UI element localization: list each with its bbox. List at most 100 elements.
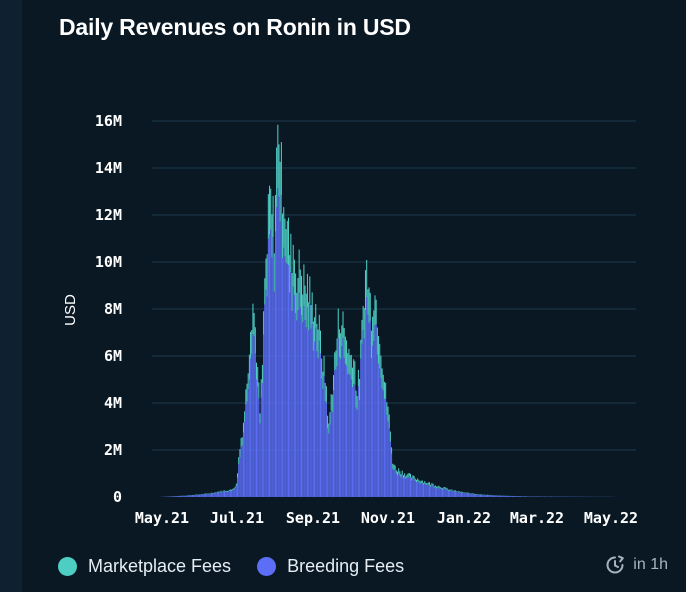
y-tick-labels: 0 2M 4M 6M 8M 10M 12M 14M 16M [95,112,122,506]
bar-marketplace [455,490,457,492]
y-tick-label: 0 [113,488,122,506]
bar-breeding [266,296,268,497]
bar-marketplace [225,490,227,492]
bar-marketplace [207,493,209,495]
bar-marketplace [323,355,325,377]
bar-breeding [276,207,278,498]
bar-breeding [370,358,372,497]
bar-marketplace [394,465,396,470]
bar-breeding [375,324,377,497]
bar-marketplace [328,423,330,434]
bar-marketplace [445,487,447,489]
bar-marketplace [359,378,361,401]
bar-breeding [277,187,279,498]
bar-breeding [347,374,349,497]
bar-marketplace [324,382,326,402]
bar-marketplace [457,491,459,493]
bar-breeding [312,350,314,497]
bars [160,124,615,498]
bar-marketplace [277,124,279,188]
bar-marketplace [344,336,346,364]
bar-breeding [400,477,402,497]
legend-item-breeding[interactable]: Breeding Fees [257,556,404,577]
refresh-indicator[interactable]: in 1h [605,555,668,575]
bar-marketplace [270,188,272,230]
bar-breeding [208,494,210,497]
bar-breeding [173,496,175,497]
bar-marketplace [459,491,461,493]
bar-breeding [290,272,292,497]
bar-breeding [343,357,345,497]
bar-breeding [412,478,414,497]
bar-breeding [430,486,432,497]
bar-marketplace [334,352,336,371]
bar-marketplace [201,493,203,495]
bar-breeding [342,337,344,497]
bar-breeding [490,495,492,497]
bar-breeding [413,479,415,497]
bar-breeding [519,496,521,497]
bar-marketplace [298,249,300,293]
bar-breeding [434,486,436,497]
bar-marketplace [251,330,253,355]
bar-marketplace [218,491,220,493]
bar-marketplace [292,244,294,287]
bar-marketplace [273,253,275,292]
bar-marketplace [263,311,265,335]
bar-breeding [374,325,376,497]
bar-breeding [428,484,431,497]
bar-breeding [272,237,274,497]
bar-breeding [404,476,406,497]
bar-breeding [436,488,438,497]
bar-breeding [502,495,504,497]
bar-breeding [223,491,226,497]
bar-marketplace [276,147,278,208]
revenue-chart: 0 2M 4M 6M 8M 10M 12M 14M 16M May.21 Jul.21 Sep.21… [62,112,638,527]
bar-breeding [511,496,513,497]
bar-marketplace [221,491,223,493]
legend-item-marketplace[interactable]: Marketplace Fees [58,556,231,577]
bar-marketplace [419,481,421,484]
bar-breeding [492,495,494,497]
bar-marketplace [373,310,375,342]
bar-marketplace [245,389,247,405]
bar-breeding [205,493,207,497]
bar-breeding [324,401,326,497]
bar-marketplace [303,264,305,306]
bar-breeding [368,323,370,497]
bar-breeding [427,484,429,497]
bar-breeding [297,310,299,497]
bar-marketplace [274,194,276,232]
bar-marketplace [356,395,358,411]
bar-breeding [202,494,204,497]
bar-breeding [391,453,393,497]
bar-marketplace [353,359,355,385]
bar-breeding [424,483,426,497]
bar-breeding [379,368,381,497]
bar-breeding [187,495,189,497]
bar-marketplace [421,480,423,484]
bar-breeding [354,384,356,497]
bar-marketplace [228,489,230,491]
bar-marketplace [417,478,419,482]
bar-marketplace [366,259,368,298]
bar-breeding [385,398,387,497]
bar-marketplace [378,336,380,364]
bar-breeding [335,369,337,497]
y-tick-label: 2M [104,441,122,459]
bar-breeding [361,343,363,497]
bar-marketplace [376,327,378,355]
bar-breeding [234,488,236,497]
bar-breeding [257,386,259,497]
bar-marketplace [453,490,455,492]
bar-marketplace [267,194,269,239]
bar-marketplace [385,382,387,399]
bar-breeding [503,495,505,497]
bar-breeding [323,376,325,497]
bar-breeding [170,496,172,497]
bar-breeding [405,478,407,497]
bar-breeding [488,495,490,497]
bar-breeding [420,483,422,497]
bar-marketplace [246,383,248,402]
bar-breeding [221,492,223,497]
